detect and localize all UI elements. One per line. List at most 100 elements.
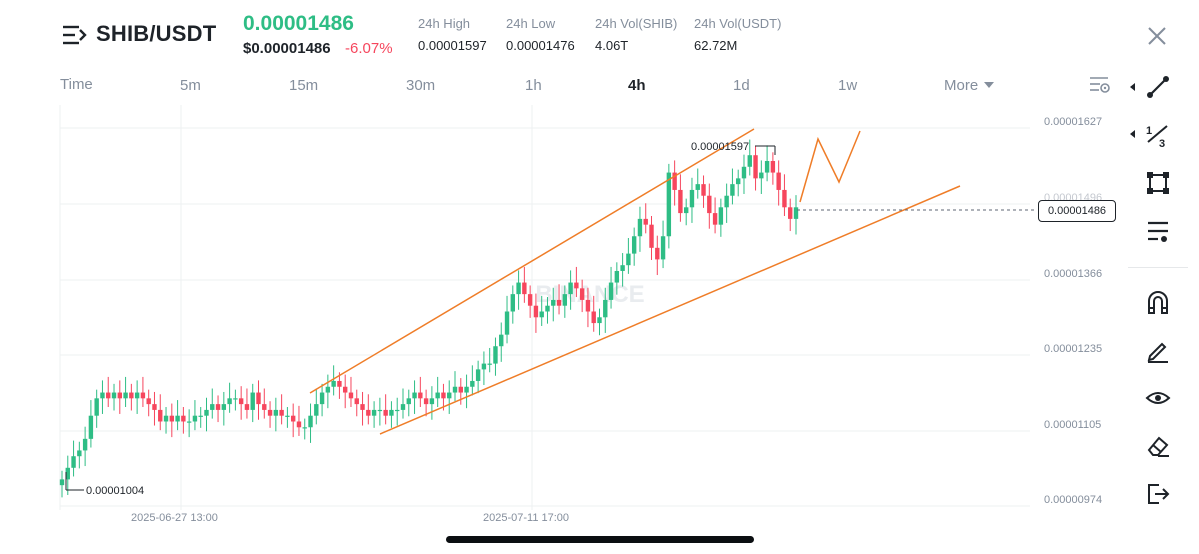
candle[interactable] [383, 409, 388, 416]
candle[interactable] [452, 386, 458, 393]
candle[interactable] [354, 398, 359, 405]
candle[interactable] [169, 415, 175, 422]
candle[interactable] [585, 299, 591, 312]
candle[interactable] [371, 409, 377, 416]
candle[interactable] [100, 392, 105, 399]
candle[interactable] [712, 213, 718, 225]
candle[interactable] [764, 160, 770, 173]
candle[interactable] [707, 195, 712, 214]
candle[interactable] [366, 409, 371, 416]
candle[interactable] [643, 218, 648, 225]
candle[interactable] [129, 392, 134, 399]
candle[interactable] [418, 392, 423, 399]
candle[interactable] [406, 398, 411, 405]
candle[interactable] [683, 207, 689, 214]
candle[interactable] [672, 172, 677, 190]
candle[interactable] [158, 409, 163, 422]
candle[interactable] [140, 392, 146, 399]
candle[interactable] [666, 172, 672, 237]
candle[interactable] [533, 305, 539, 318]
candle[interactable] [776, 172, 781, 190]
chart-settings-icon[interactable] [1089, 75, 1111, 95]
candle[interactable] [308, 415, 313, 428]
candlestick-chart[interactable]: BINANCE 0.00001597 0.00001004 [0, 100, 1125, 525]
close-icon[interactable] [1145, 24, 1169, 48]
tab-time[interactable]: Time [60, 76, 93, 93]
candle[interactable] [620, 265, 625, 271]
candle[interactable] [464, 386, 469, 393]
candle[interactable] [163, 415, 169, 422]
candle[interactable] [481, 363, 487, 370]
candle[interactable] [626, 253, 631, 266]
magnet-icon[interactable] [1145, 289, 1171, 315]
candle[interactable] [447, 392, 452, 399]
candle[interactable] [134, 392, 140, 399]
candle[interactable] [279, 409, 284, 416]
candle[interactable] [597, 317, 602, 324]
candle[interactable] [325, 386, 331, 393]
candle[interactable] [423, 398, 429, 405]
candle[interactable] [186, 421, 192, 423]
candle[interactable] [285, 415, 290, 417]
candle[interactable] [337, 380, 342, 387]
candle[interactable] [210, 404, 215, 410]
channel-lower-line[interactable] [379, 185, 961, 435]
candle[interactable] [568, 282, 573, 295]
candle[interactable] [522, 282, 527, 295]
tab-30m[interactable]: 30m [406, 77, 436, 94]
candle[interactable] [314, 404, 319, 416]
candle[interactable] [458, 386, 463, 393]
candle[interactable] [111, 392, 117, 399]
candle[interactable] [603, 299, 608, 318]
candle[interactable] [470, 380, 475, 387]
candle[interactable] [296, 421, 302, 428]
candle[interactable] [348, 392, 354, 399]
tab-1d[interactable]: 1d [733, 77, 750, 94]
candle[interactable] [88, 415, 94, 439]
candle[interactable] [221, 404, 227, 410]
candle[interactable] [793, 207, 799, 219]
candle[interactable] [227, 398, 232, 405]
candle[interactable] [724, 195, 729, 208]
candle[interactable] [701, 184, 706, 196]
candle[interactable] [510, 294, 516, 312]
menu-icon[interactable] [62, 25, 88, 45]
tab-1h[interactable]: 1h [525, 77, 542, 94]
candle[interactable] [441, 392, 446, 399]
tab-5m[interactable]: 5m [180, 77, 201, 94]
candle[interactable] [649, 224, 654, 248]
candle[interactable] [516, 282, 521, 295]
eye-icon[interactable] [1145, 385, 1171, 411]
candle[interactable] [487, 363, 492, 365]
candle[interactable] [504, 311, 510, 335]
candle[interactable] [123, 392, 128, 399]
fibonacci-icon[interactable]: 1 3 [1145, 122, 1171, 148]
candle[interactable] [233, 398, 238, 400]
candle[interactable] [106, 392, 111, 399]
candle[interactable] [215, 404, 221, 410]
eraser-icon[interactable] [1145, 433, 1171, 459]
expand-left-icon[interactable] [1130, 83, 1135, 91]
tab-4h[interactable]: 4h [628, 77, 646, 94]
candle[interactable] [788, 207, 793, 219]
candle[interactable] [262, 404, 267, 410]
candle[interactable] [181, 415, 186, 422]
candle[interactable] [736, 178, 741, 185]
candle[interactable] [290, 415, 296, 422]
candle[interactable] [475, 369, 481, 381]
candle[interactable] [198, 415, 203, 417]
candle[interactable] [660, 236, 666, 260]
exit-icon[interactable] [1145, 481, 1171, 507]
candle[interactable] [273, 409, 279, 416]
candle[interactable] [551, 299, 556, 306]
candle[interactable] [360, 404, 365, 410]
candle[interactable] [499, 334, 504, 347]
candle[interactable] [759, 172, 764, 179]
candle[interactable] [117, 392, 122, 399]
candle[interactable] [267, 409, 273, 416]
candle[interactable] [71, 456, 76, 468]
candle[interactable] [545, 305, 550, 312]
indicator-settings-icon[interactable] [1145, 218, 1171, 244]
candle[interactable] [204, 409, 209, 416]
candle[interactable] [718, 207, 724, 225]
